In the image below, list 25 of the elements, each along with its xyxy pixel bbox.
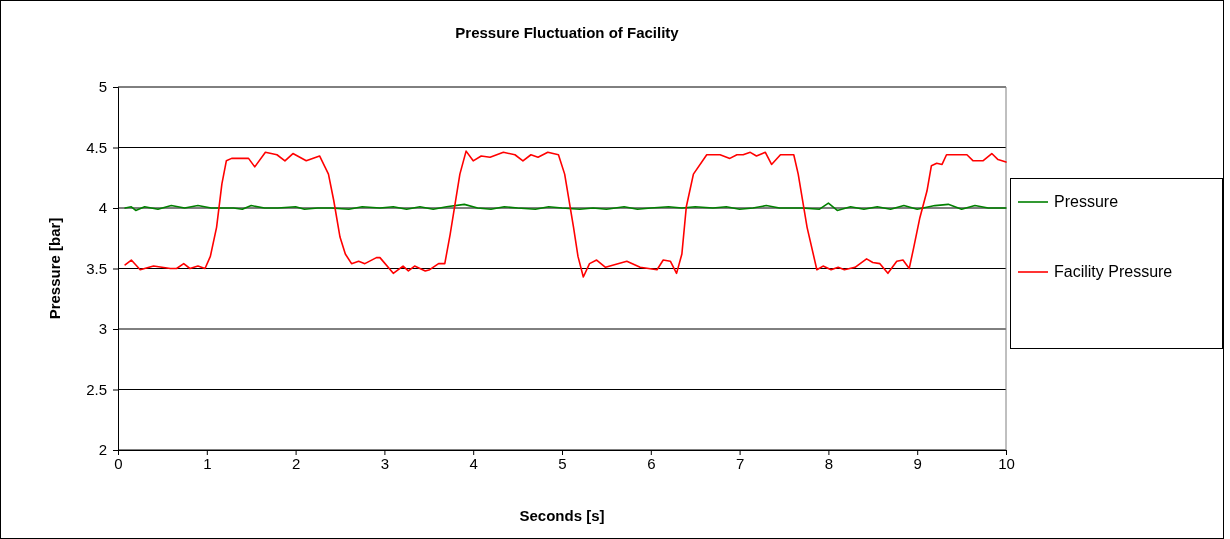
y-tick-label: 3 [98, 320, 107, 338]
x-tick-label: 3 [380, 454, 390, 472]
y-tick-label: 4 [98, 199, 107, 217]
x-tick-label: 10 [998, 454, 1015, 472]
x-tick-label: 2 [291, 454, 301, 472]
x-tick-label: 1 [203, 454, 212, 472]
line-series [124, 202, 1007, 212]
y-tick-label: 2 [98, 441, 107, 459]
y-tick-label: 3.5 [86, 259, 107, 277]
x-tick-label: 5 [558, 454, 567, 472]
x-tick-label: 4 [469, 454, 478, 472]
x-tick-label: 6 [647, 454, 656, 472]
y-tick-label: 2.5 [86, 380, 107, 398]
y-tick-label: 5 [98, 78, 107, 96]
chart-title: Pressure Fluctuation of Facility [455, 24, 680, 41]
x-axis-title: Seconds [s] [519, 507, 605, 524]
y-axis-title: Pressure [bar] [46, 217, 63, 320]
x-tick-label: 8 [824, 454, 834, 472]
line-series [124, 150, 1007, 278]
legend-label: Pressure [1054, 193, 1119, 210]
x-tick-label: 0 [114, 454, 123, 472]
x-tick-label: 7 [735, 454, 745, 472]
x-tick-label: 9 [913, 454, 922, 472]
y-tick-label: 4.5 [86, 138, 107, 156]
legend-label: Facility Pressure [1054, 263, 1173, 280]
